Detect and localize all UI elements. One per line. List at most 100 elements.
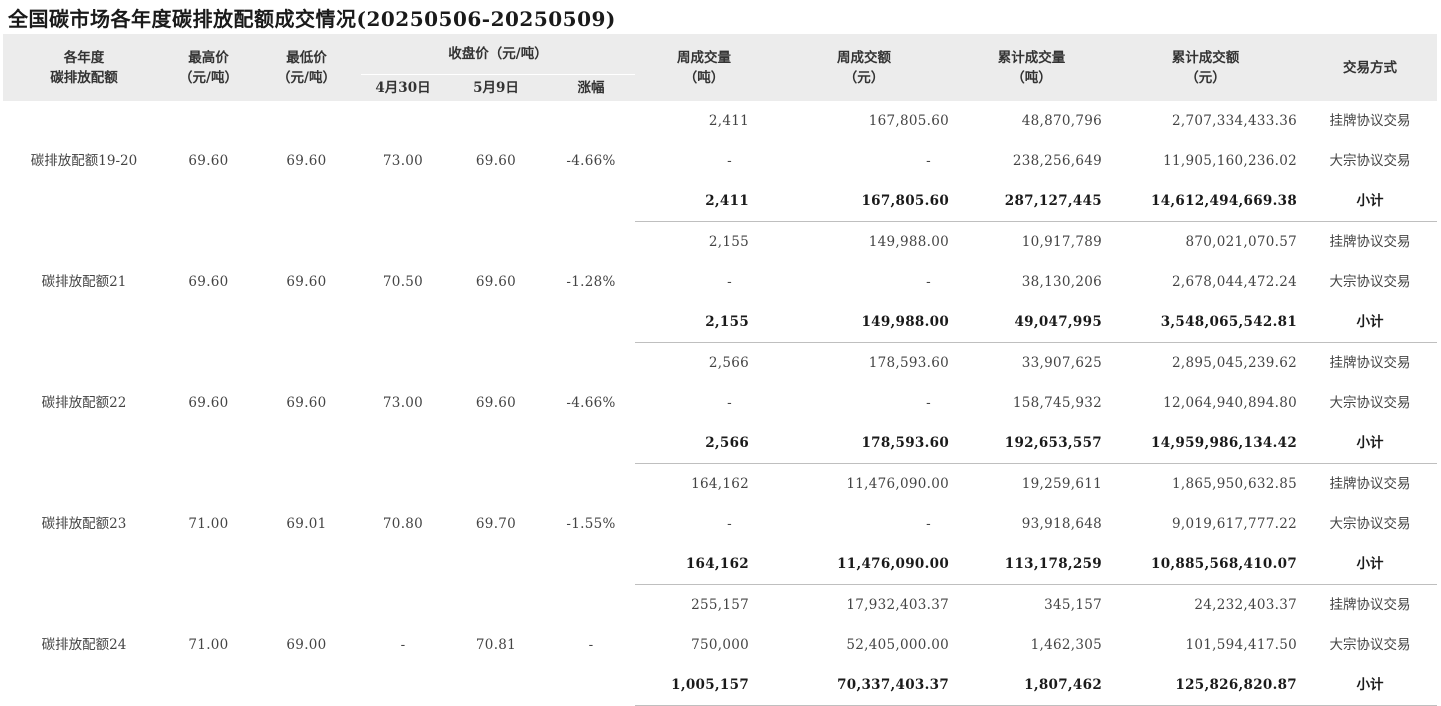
cum-volume: 19,259,611 [1021, 476, 1103, 492]
cum-volume: 113,178,259 [955, 544, 1109, 585]
table-row: 碳排放配额22 69.60 69.60 73.00 69.60 -4.66% 2,566 17… [3, 343, 1437, 411]
trade-method: 挂牌协议交易 [1329, 355, 1411, 371]
cum-amount: 125,826,820.87 [1108, 665, 1304, 706]
trade-method: 小计 [1303, 181, 1438, 222]
week-volume: 164,162 [691, 476, 750, 492]
week-volume: 255,157 [691, 597, 750, 613]
week-volume: 2,155 [708, 234, 750, 250]
table-row: - - 238,256,649 11,905,160,236.02 大宗协议交易 [3, 141, 1437, 181]
low-price: 69.60 [286, 395, 327, 411]
week-volume: 2,566 [708, 355, 750, 371]
header-trade-method: 交易方式 [1303, 34, 1438, 101]
cum-volume: 48,870,796 [1021, 113, 1103, 129]
trade-method: 大宗协议交易 [1329, 153, 1411, 169]
cum-volume: 33,907,625 [1021, 355, 1103, 371]
trade-method: 小计 [1303, 302, 1438, 343]
change-pct: -4.66% [566, 153, 616, 170]
header-close-price: 收盘价（元/吨） [361, 34, 636, 75]
week-amount: 167,805.60 [868, 113, 950, 129]
cum-amount: 12,064,940,894.80 [1163, 395, 1298, 411]
week-amount: 149,988.00 [868, 234, 950, 250]
high-price: 71.00 [188, 516, 229, 532]
close-may9: 69.60 [475, 274, 517, 290]
week-volume: 164,162 [635, 544, 774, 585]
close-may9: 69.60 [475, 395, 517, 411]
trade-method: 大宗协议交易 [1329, 395, 1411, 411]
week-volume: 2,566 [635, 423, 774, 464]
week-amount: 17,932,403.37 [846, 597, 950, 613]
allowance-name: 碳排放配额24 [41, 637, 127, 653]
allowance-name: 碳排放配额21 [41, 274, 127, 290]
week-amount: 70,337,403.37 [773, 665, 956, 706]
trade-method: 挂牌协议交易 [1329, 476, 1411, 492]
week-amount: - [926, 153, 932, 169]
cum-volume: 238,256,649 [1012, 153, 1103, 169]
trade-method: 大宗协议交易 [1329, 637, 1411, 653]
low-price: 69.60 [286, 153, 327, 170]
header-high-price: 最高价 （元/吨） [165, 34, 252, 101]
table-row: - - 38,130,206 2,678,044,472.24 大宗协议交易 [3, 262, 1437, 302]
cum-volume: 1,462,305 [1030, 637, 1103, 653]
cum-amount: 2,895,045,239.62 [1171, 355, 1298, 371]
table-row: 750,000 52,405,000.00 1,462,305 101,594,417… [3, 625, 1437, 665]
header-close-apr30: 4月30日 [361, 74, 445, 101]
trade-method: 挂牌协议交易 [1329, 234, 1411, 250]
trade-method: 大宗协议交易 [1329, 274, 1411, 290]
close-apr30: 73.00 [382, 153, 424, 170]
header-close-may9: 5月9日 [445, 74, 547, 101]
low-price: 69.00 [286, 637, 327, 653]
cum-volume: 93,918,648 [1021, 516, 1103, 532]
week-amount: 11,476,090.00 [846, 476, 950, 492]
week-volume: 2,155 [635, 302, 774, 343]
cum-volume: 49,047,995 [955, 302, 1109, 343]
cum-amount: 24,232,403.37 [1194, 597, 1298, 613]
table-row: - - 158,745,932 12,064,940,894.80 大宗协议交易 [3, 383, 1437, 423]
week-amount: 178,593.60 [773, 423, 956, 464]
table-row: 2,411 167,805.60 287,127,445 14,612,494,669… [3, 181, 1438, 222]
change-pct: -1.55% [566, 516, 616, 532]
close-apr30: 70.80 [382, 516, 424, 532]
week-volume: 750,000 [691, 637, 750, 653]
table-body: 碳排放配额19-20 69.60 69.60 73.00 69.60 -4.66% 2,41… [3, 101, 1438, 706]
close-may9: 69.70 [475, 516, 517, 532]
cum-volume: 1,807,462 [955, 665, 1109, 706]
trade-method: 挂牌协议交易 [1329, 597, 1411, 613]
week-volume: 2,411 [635, 181, 774, 222]
table-header: 各年度 碳排放配额 最高价 （元/吨） 最低价 （元/吨） 收盘价（元/吨） 周… [3, 34, 1438, 101]
trade-method: 小计 [1303, 544, 1438, 585]
close-apr30: 73.00 [382, 395, 424, 411]
change-pct: -4.66% [566, 395, 616, 411]
cum-amount: 11,905,160,236.02 [1163, 153, 1298, 169]
table-row: 碳排放配额19-20 69.60 69.60 73.00 69.60 -4.66% 2,41… [3, 101, 1437, 169]
allowance-name: 碳排放配额23 [41, 516, 127, 532]
table-row: 碳排放配额23 71.00 69.01 70.80 69.70 -1.55% 164,162… [3, 464, 1437, 532]
week-volume: 2,411 [708, 113, 750, 129]
table-row: 2,155 149,988.00 49,047,995 3,548,065,542.8… [3, 302, 1438, 343]
cum-amount: 9,019,617,777.22 [1171, 516, 1298, 532]
carbon-trading-table: 各年度 碳排放配额 最高价 （元/吨） 最低价 （元/吨） 收盘价（元/吨） 周… [3, 34, 1438, 706]
high-price: 69.60 [188, 274, 229, 290]
cum-amount: 2,678,044,472.24 [1171, 274, 1298, 290]
trade-method: 小计 [1303, 423, 1438, 464]
week-amount: - [926, 395, 932, 411]
cum-volume: 158,745,932 [1012, 395, 1103, 411]
change-pct: - [588, 637, 594, 653]
table-row: 2,566 178,593.60 192,653,557 14,959,986,134… [3, 423, 1438, 464]
trade-method: 挂牌协议交易 [1329, 113, 1411, 129]
week-volume: - [727, 395, 733, 411]
cum-amount: 14,959,986,134.42 [1108, 423, 1304, 464]
week-volume: - [727, 516, 733, 532]
header-year-allowance: 各年度 碳排放配额 [3, 34, 165, 101]
high-price: 71.00 [188, 637, 229, 653]
header-low-price: 最低价 （元/吨） [252, 34, 361, 101]
table-row: 碳排放配额21 69.60 69.60 70.50 69.60 -1.28% 2,155 14… [3, 222, 1437, 290]
week-amount: 11,476,090.00 [773, 544, 956, 585]
cum-amount: 14,612,494,669.38 [1108, 181, 1304, 222]
allowance-name: 碳排放配额19-20 [30, 153, 138, 170]
cum-amount: 1,865,950,632.85 [1171, 476, 1298, 492]
week-amount: 52,405,000.00 [846, 637, 950, 653]
cum-amount: 3,548,065,542.81 [1108, 302, 1304, 343]
cum-volume: 287,127,445 [955, 181, 1109, 222]
cum-amount: 2,707,334,433.36 [1171, 113, 1298, 129]
week-volume: 1,005,157 [635, 665, 774, 706]
